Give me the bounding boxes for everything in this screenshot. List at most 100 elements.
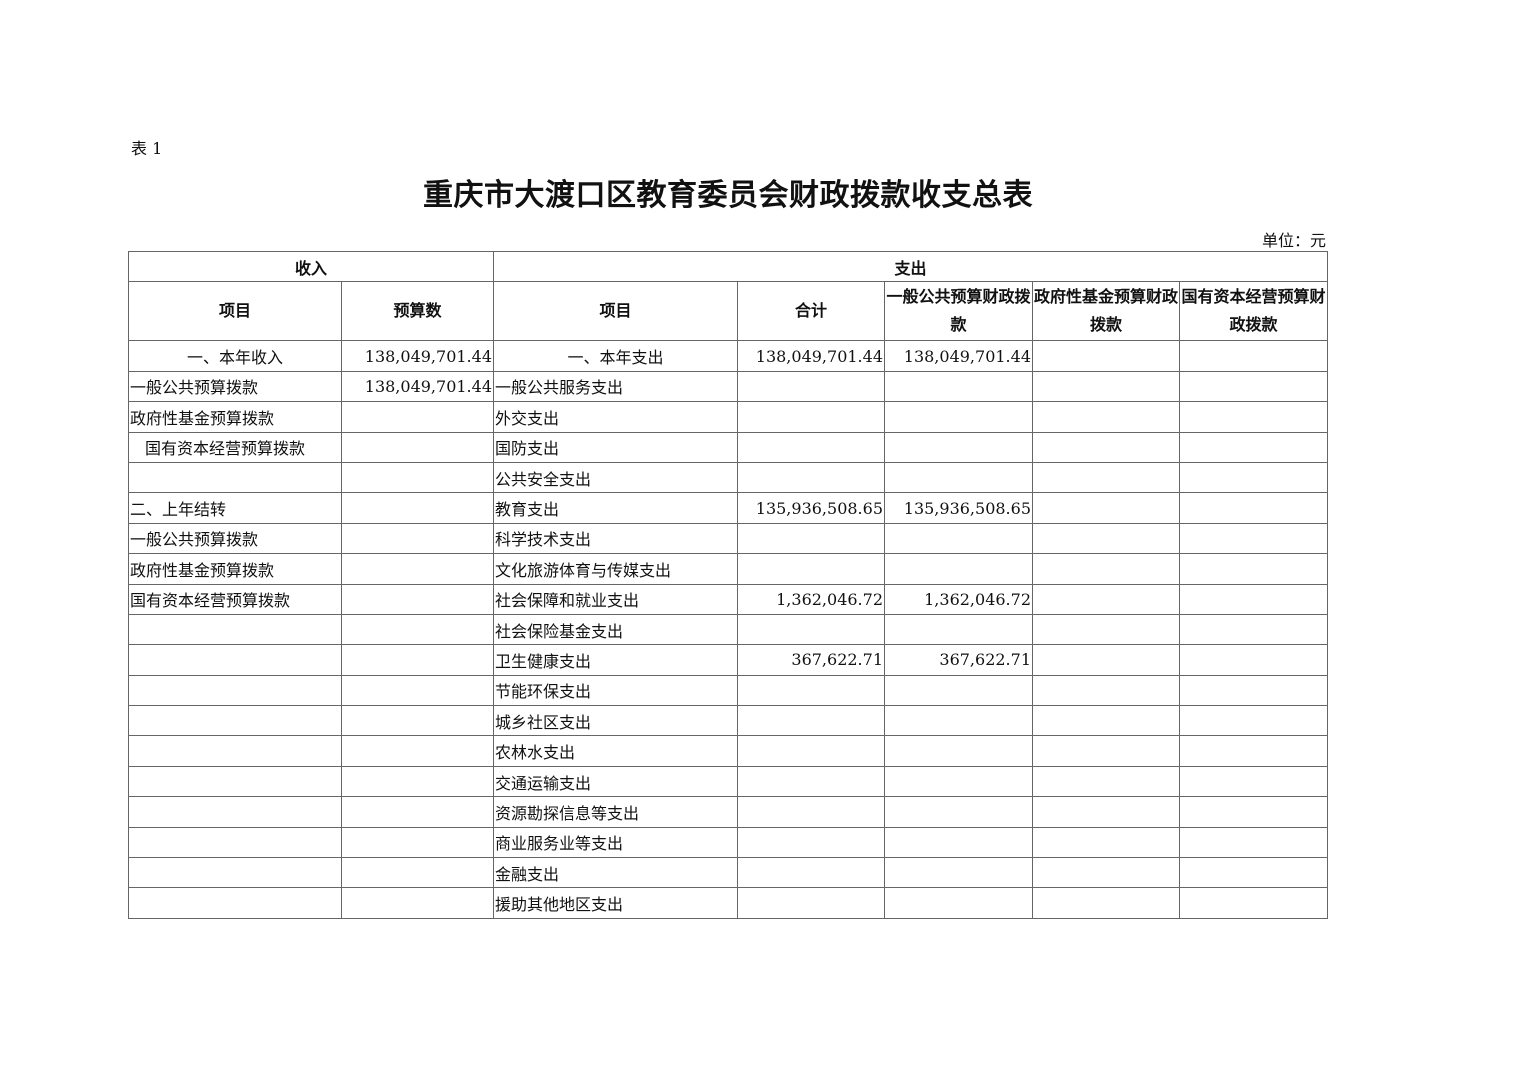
amount-cell [737,401,885,433]
amount-cell: 135,936,508.65 [737,492,885,524]
table-row: 一般公共预算拨款 138,049,701.44 一般公共服务支出 [128,370,1328,403]
column-header: 国有资本经营预算财政拨款 [1179,281,1328,342]
amount-cell [1032,431,1180,463]
item-cell [128,674,342,707]
item-cell: 节能环保支出 [493,674,738,707]
amount-cell [884,431,1033,463]
amount-cell [341,522,494,555]
amount-cell [1179,765,1328,798]
table-row: 援助其他地区支出 [128,887,1328,919]
item-cell: 城乡社区支出 [493,705,738,737]
item-cell [128,796,342,828]
amount-cell [884,461,1033,494]
item-cell: 金融支出 [493,857,738,889]
amount-cell [1179,431,1328,463]
table-row: 商业服务业等支出 [128,826,1328,859]
amount-cell: 135,936,508.65 [884,492,1033,524]
column-header: 一般公共预算财政拨款 [884,281,1033,342]
amount-cell [1032,826,1180,859]
amount-cell [1179,583,1328,615]
table-row: 城乡社区支出 [128,705,1328,737]
unit-label: 单位：元 [1261,231,1326,250]
table-row: 金融支出 [128,857,1328,889]
income-header: 收入 [128,250,494,283]
amount-cell [1032,370,1180,403]
amount-cell [1179,401,1328,433]
item-cell: 资源勘探信息等支出 [493,796,738,828]
amount-cell [1179,796,1328,828]
amount-cell [341,796,494,828]
amount-cell [1179,644,1328,676]
item-cell: 一、本年收入 [128,340,342,372]
amount-cell [737,522,885,555]
amount-cell: 138,049,701.44 [341,340,494,372]
amount-cell [1179,674,1328,707]
table-row: 一般公共预算拨款 科学技术支出 [128,522,1328,555]
amount-cell [341,857,494,889]
amount-cell: 367,622.71 [737,644,885,676]
budget-table: 收入 支出 项目 预算数 项目 合计 一般公共预算财政拨款 政府性基金预算财政拨款 国有资本… [128,250,1328,919]
amount-cell [884,705,1033,737]
amount-cell [341,613,494,646]
item-cell: 科学技术支出 [493,522,738,555]
item-cell [128,765,342,798]
item-cell [128,887,342,919]
amount-cell [1032,735,1180,767]
item-cell: 农林水支出 [493,735,738,767]
amount-cell [737,461,885,494]
amount-cell [737,553,885,585]
amount-cell [341,401,494,433]
amount-cell [341,644,494,676]
table-row: 二、上年结转 教育支出 135,936,508.65 135,936,508.65 [128,492,1328,524]
table-row: 卫生健康支出 367,622.71 367,622.71 [128,644,1328,676]
amount-cell [341,826,494,859]
item-cell: 外交支出 [493,401,738,433]
amount-cell [1179,857,1328,889]
amount-cell [884,613,1033,646]
amount-cell [1179,705,1328,737]
item-cell: 交通运输支出 [493,765,738,798]
table-row: 交通运输支出 [128,765,1328,798]
table-row: 政府性基金预算拨款 外交支出 [128,401,1328,433]
amount-cell [1179,340,1328,372]
amount-cell [341,461,494,494]
item-cell: 教育支出 [493,492,738,524]
amount-cell [341,674,494,707]
amount-cell [341,705,494,737]
item-cell: 二、上年结转 [128,492,342,524]
amount-cell [1032,613,1180,646]
item-cell: 文化旅游体育与传媒支出 [493,553,738,585]
amount-cell [1179,522,1328,555]
table-row: 政府性基金预算拨款 文化旅游体育与传媒支出 [128,553,1328,585]
amount-cell [884,674,1033,707]
amount-cell [1179,735,1328,767]
amount-cell [1032,857,1180,889]
amount-cell [1032,340,1180,372]
amount-cell [341,583,494,615]
amount-cell: 138,049,701.44 [341,370,494,403]
table-number-label: 表 1 [131,139,163,158]
amount-cell [737,887,885,919]
amount-cell [737,705,885,737]
column-header: 政府性基金预算财政拨款 [1032,281,1180,342]
column-header: 合计 [737,281,885,342]
amount-cell [1032,887,1180,919]
amount-cell [884,553,1033,585]
amount-cell [341,735,494,767]
item-cell: 社会保障和就业支出 [493,583,738,615]
amount-cell [1032,401,1180,433]
table-row: 国有资本经营预算拨款 国防支出 [128,431,1328,463]
amount-cell [884,857,1033,889]
amount-cell [737,431,885,463]
amount-cell [1179,613,1328,646]
item-cell: 政府性基金预算拨款 [128,553,342,585]
amount-cell [737,370,885,403]
item-cell: 一般公共预算拨款 [128,522,342,555]
item-cell [128,461,342,494]
amount-cell [1032,765,1180,798]
expense-header: 支出 [493,250,1328,283]
amount-cell: 138,049,701.44 [737,340,885,372]
amount-cell [1179,826,1328,859]
table-row: 公共安全支出 [128,461,1328,494]
amount-cell [341,887,494,919]
